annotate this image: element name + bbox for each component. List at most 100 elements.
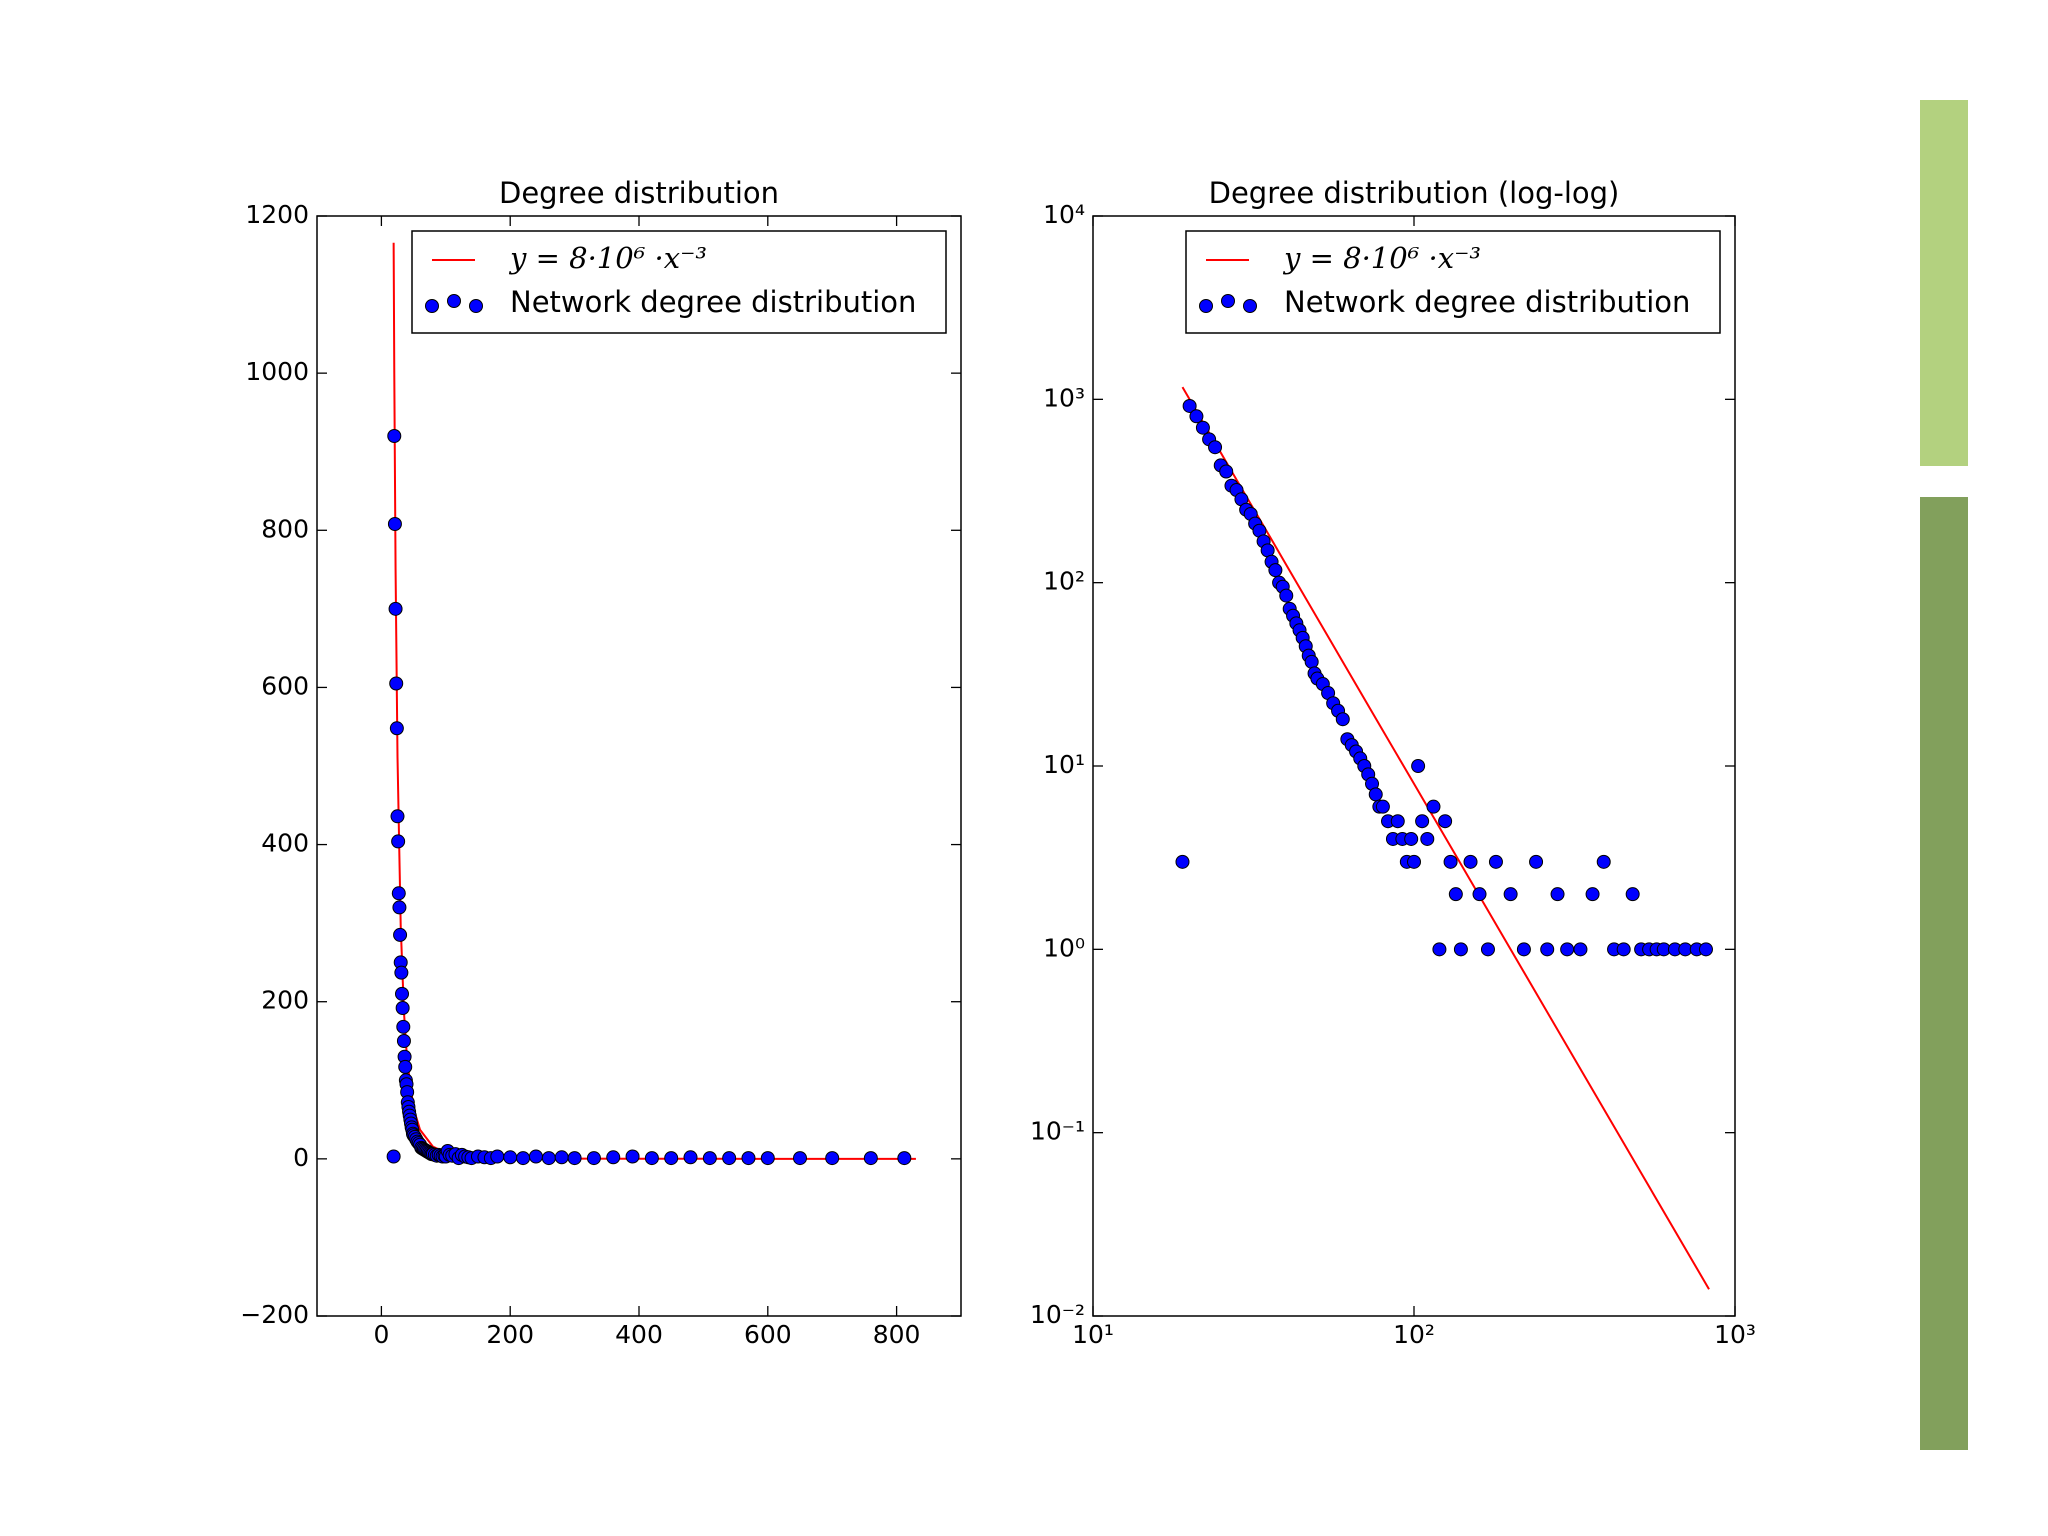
x-tick-label: 200 — [486, 1320, 534, 1349]
data-point — [1304, 654, 1319, 669]
data-point — [1480, 942, 1495, 957]
data-point — [1208, 440, 1223, 455]
y-tick-label: 0 — [293, 1143, 309, 1172]
fit-line — [392, 242, 916, 1160]
data-point — [1573, 942, 1588, 957]
y-tick-label: 1200 — [245, 200, 309, 229]
y-tick-label: −200 — [240, 1300, 309, 1329]
x-tick-label: 10³ — [1714, 1320, 1756, 1349]
data-point — [702, 1151, 717, 1166]
data-point — [1368, 787, 1383, 802]
data-point — [386, 1149, 401, 1164]
data-point — [664, 1151, 679, 1166]
accent-bar-light — [1920, 100, 1968, 466]
data-point — [760, 1151, 775, 1166]
legend-marker — [425, 299, 439, 313]
data-point — [1279, 588, 1294, 603]
y-tick-label: 1000 — [245, 357, 309, 386]
legend-marker — [1221, 294, 1235, 308]
data-point — [388, 601, 403, 616]
data-point — [490, 1149, 505, 1164]
data-point — [1415, 814, 1430, 829]
data-point — [391, 886, 406, 901]
data-point — [389, 676, 404, 691]
data-point — [392, 900, 407, 915]
data-point — [1698, 942, 1713, 957]
data-point — [606, 1150, 621, 1165]
data-point — [1453, 942, 1468, 957]
chart-title: Degree distribution — [499, 176, 779, 210]
data-point — [586, 1151, 601, 1166]
legend-label: Network degree distribution — [510, 285, 916, 319]
data-point — [1529, 854, 1544, 869]
axes-frame — [316, 215, 962, 1317]
data-point — [1420, 831, 1435, 846]
chart-title: Degree distribution (log-log) — [1209, 176, 1620, 210]
legend-box — [1185, 230, 1721, 334]
accent-bar-dark — [1920, 497, 1968, 1450]
data-point — [1463, 854, 1478, 869]
data-point — [391, 834, 406, 849]
legend-marker — [1243, 299, 1257, 313]
data-point — [1443, 854, 1458, 869]
data-point — [741, 1151, 756, 1166]
data-point — [396, 1034, 411, 1048]
data-point — [1472, 887, 1487, 902]
data-point — [528, 1149, 543, 1164]
data-point — [1488, 854, 1503, 869]
data-point — [1438, 814, 1453, 829]
data-point — [1432, 942, 1447, 957]
data-point — [398, 1059, 413, 1074]
data-point — [387, 517, 402, 531]
data-point — [1560, 942, 1575, 957]
data-point — [1596, 854, 1611, 869]
data-point — [1503, 887, 1518, 902]
data-point — [554, 1150, 569, 1165]
x-tick-label: 400 — [615, 1320, 663, 1349]
data-point — [1390, 814, 1405, 829]
data-point — [395, 986, 410, 1001]
y-tick-label: 600 — [261, 671, 309, 700]
y-tick-label: 800 — [261, 514, 309, 543]
y-tick-label: 10¹ — [1043, 750, 1085, 779]
data-point — [1625, 887, 1640, 902]
x-tick-label: 10² — [1393, 1320, 1435, 1349]
data-point — [722, 1151, 737, 1166]
data-point — [863, 1151, 878, 1166]
y-tick-label: 200 — [261, 986, 309, 1015]
legend-label: y = 8·10⁶ ·x⁻³ — [1282, 241, 1481, 275]
axes-frame — [1092, 215, 1736, 1317]
data-point — [1189, 409, 1204, 424]
data-point — [1219, 464, 1234, 479]
y-tick-label: 10⁻² — [1030, 1300, 1085, 1329]
data-point — [390, 809, 405, 824]
data-point — [1411, 759, 1426, 773]
data-point — [1448, 887, 1463, 902]
legend-box — [411, 230, 947, 334]
data-point — [825, 1151, 840, 1166]
plot-area — [386, 242, 916, 1166]
data-point — [567, 1151, 582, 1166]
data-point — [1175, 854, 1190, 869]
data-point — [395, 1001, 410, 1015]
x-tick-label: 10¹ — [1072, 1320, 1114, 1349]
legend-marker — [447, 294, 461, 308]
data-point — [503, 1150, 518, 1165]
data-point — [516, 1151, 531, 1166]
data-point — [1375, 799, 1390, 814]
data-point — [1550, 887, 1565, 902]
legend-label: y = 8·10⁶ ·x⁻³ — [508, 241, 707, 275]
legend-label: Network degree distribution — [1284, 285, 1690, 319]
data-point — [1426, 799, 1441, 814]
data-point — [793, 1151, 807, 1166]
data-point — [1335, 712, 1350, 727]
data-point — [1268, 563, 1283, 578]
x-tick-label: 0 — [373, 1320, 389, 1349]
data-point — [387, 429, 402, 443]
data-point — [1407, 854, 1421, 869]
plot-area — [1175, 386, 1713, 1290]
data-point — [396, 1019, 411, 1034]
y-tick-label: 10² — [1043, 567, 1085, 596]
